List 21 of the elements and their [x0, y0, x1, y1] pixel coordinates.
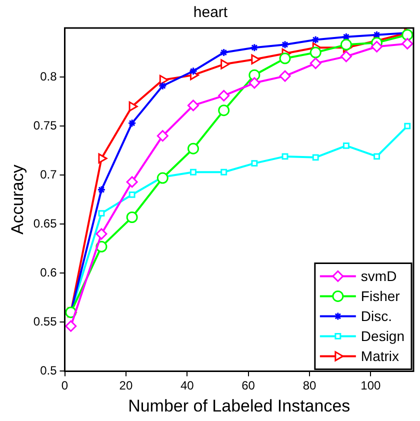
x-tick-label: 80 — [302, 378, 316, 393]
legend-label: Fisher — [360, 288, 400, 304]
y-tick-label: 0.5 — [40, 364, 58, 378]
y-axis-title: Accuracy — [8, 164, 27, 235]
y-tick-label: 0.65 — [33, 216, 58, 230]
x-tick-label: 0 — [61, 378, 68, 393]
x-tick-label: 40 — [180, 378, 194, 393]
y-tick-label: 0.8 — [40, 69, 58, 84]
y-tick-label: 0.6 — [40, 265, 58, 280]
x-tick-label: 20 — [119, 378, 133, 393]
chart-title: heart — [193, 4, 228, 22]
legend-label: Design — [360, 328, 405, 344]
legend-label: svmD — [360, 268, 397, 284]
y-tick-label: 0.55 — [33, 314, 58, 328]
y-tick-label: 0.75 — [33, 118, 58, 132]
x-axis-title: Number of Labeled Instances — [128, 396, 350, 416]
x-tick-label: 100 — [360, 378, 382, 393]
y-tick-label: 0.7 — [40, 167, 58, 182]
legend-label: Disc. — [360, 308, 392, 324]
legend-label: Matrix — [360, 348, 400, 364]
x-tick-label: 60 — [242, 378, 256, 393]
